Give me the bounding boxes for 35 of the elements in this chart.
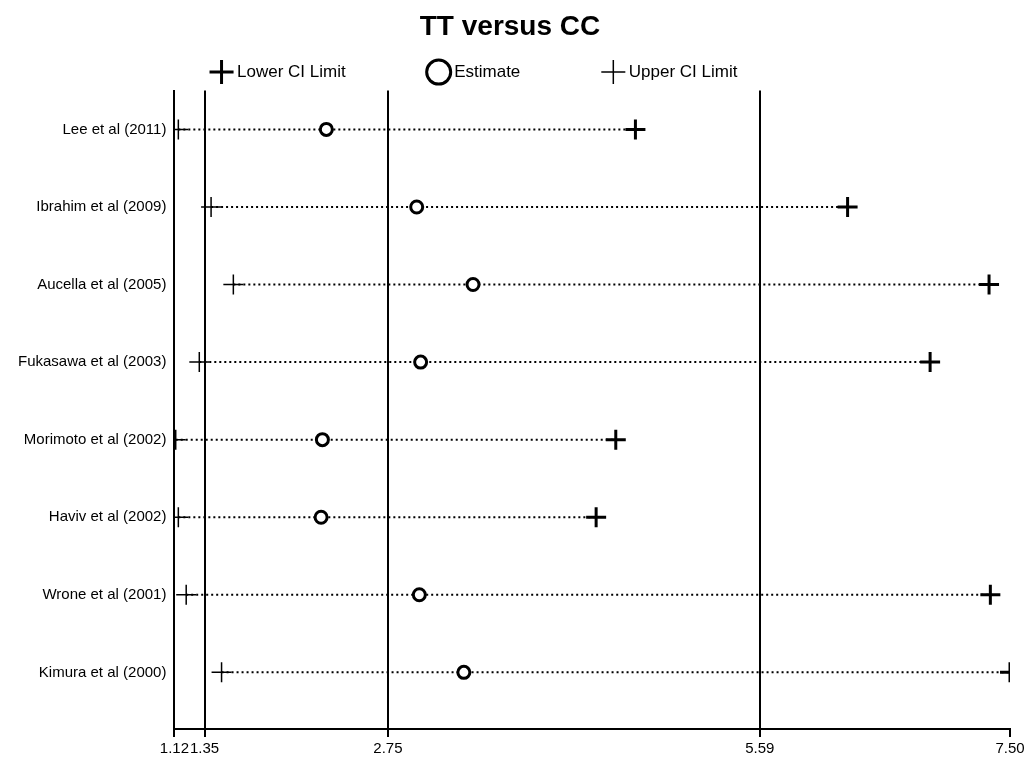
- legend-label: Estimate: [454, 61, 589, 81]
- y-tick-label: Wrone et al (2001): [42, 584, 167, 602]
- point: [456, 664, 472, 680]
- point: [978, 583, 1002, 607]
- chart-title: TT versus CC: [419, 9, 601, 41]
- y-tick-label: Morimoto et al (2002): [23, 429, 167, 447]
- point: [314, 432, 330, 448]
- point: [222, 273, 245, 296]
- y-tick-label: Lee et al (2011): [62, 119, 167, 137]
- point: [977, 273, 1001, 297]
- point: [465, 277, 481, 293]
- point: [313, 509, 329, 525]
- point: [413, 354, 429, 370]
- point: [623, 117, 647, 141]
- x-tick-label: 1.35: [189, 739, 220, 757]
- point: [409, 199, 425, 215]
- x-tick-label: 2.75: [373, 739, 403, 757]
- point: [210, 661, 233, 684]
- legend-label: Upper CI Limit: [628, 61, 806, 81]
- y-tick-label: Fukasawa et al (2003): [17, 352, 167, 370]
- point: [318, 121, 334, 137]
- x-tick-label: 7.50: [995, 739, 1025, 757]
- point: [604, 428, 628, 452]
- point: [411, 587, 427, 603]
- y-tick-label: Aucella et al (2005): [37, 274, 167, 292]
- y-tick-label: Kimura et al (2000): [38, 662, 167, 680]
- point: [188, 351, 211, 373]
- point: [584, 505, 608, 529]
- legend-label: Lower CI Limit: [237, 61, 414, 81]
- y-tick-label: Haviv et al (2002): [48, 507, 167, 525]
- point: [836, 195, 860, 219]
- y-tick-label: Ibrahim et al (2009): [36, 197, 167, 215]
- x-tick-label: 1.12: [159, 739, 190, 757]
- point: [918, 350, 942, 374]
- x-tick-label: 5.59: [745, 739, 775, 757]
